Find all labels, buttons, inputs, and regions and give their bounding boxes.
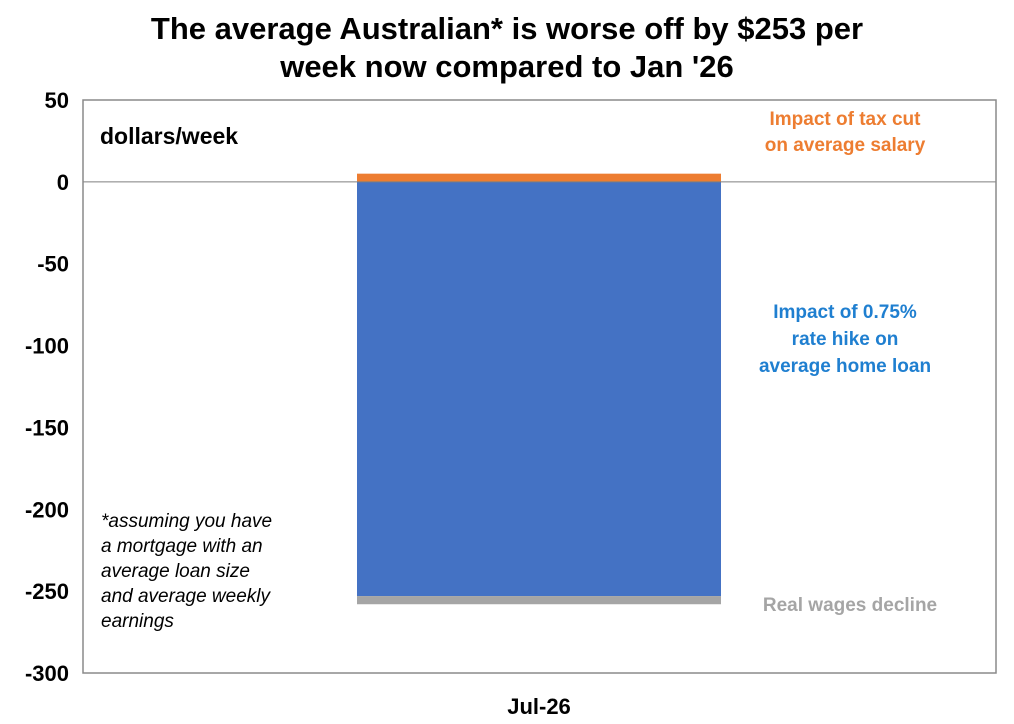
series-label-line: on average salary bbox=[765, 135, 926, 156]
chart-title-line-1: The average Australian* is worse off by … bbox=[150, 11, 864, 46]
plot-frame bbox=[82, 99, 997, 674]
y-tick-label: -100 bbox=[25, 334, 69, 359]
bar-segment-1 bbox=[357, 173, 721, 182]
y-tick-label: -250 bbox=[25, 579, 69, 604]
y-tick-label: 0 bbox=[57, 170, 69, 195]
bar-segments bbox=[357, 173, 721, 605]
series-label-line: Real wages decline bbox=[763, 595, 937, 616]
footnote-text: *assuming you have a mortgage with an aver… bbox=[101, 511, 272, 632]
chart-title-line-2: week now compared to Jan '26 bbox=[280, 49, 734, 84]
series-label-line: rate hike on bbox=[792, 329, 899, 350]
footnote-line: earnings bbox=[101, 611, 174, 632]
y-tick-label: -150 bbox=[25, 415, 69, 440]
y-tick-label: 50 bbox=[45, 88, 69, 113]
series-labels: Impact of tax cut on average salaryImpact… bbox=[759, 109, 937, 616]
series-label-1: Impact of tax cut on average salary bbox=[765, 109, 926, 156]
bar-segment-3 bbox=[357, 596, 721, 605]
footnote-line: *assuming you have bbox=[101, 511, 272, 532]
unit-label: dollars/week bbox=[100, 123, 238, 149]
y-tick-label: -300 bbox=[25, 661, 69, 686]
series-label-line: average home loan bbox=[759, 356, 931, 377]
y-tick-label: -50 bbox=[37, 252, 69, 277]
series-label-line: Impact of tax cut bbox=[770, 109, 922, 130]
chart-title: The average Australian* is worse off by … bbox=[0, 10, 1014, 86]
x-axis-categories: Jul-26 bbox=[507, 694, 571, 719]
footnote-line: a mortgage with an bbox=[101, 536, 263, 557]
footnote-line: and average weekly bbox=[101, 586, 271, 607]
series-label-3: Real wages decline bbox=[763, 595, 937, 616]
footnote: *assuming you have a mortgage with an aver… bbox=[101, 511, 272, 632]
series-label-2: Impact of 0.75% rate hike on average home … bbox=[759, 302, 931, 377]
series-label-line: Impact of 0.75% bbox=[773, 302, 917, 323]
y-axis-ticks: 50 0 -50 -100 -150 -200 -250 -300 bbox=[25, 88, 69, 686]
y-tick-label: -200 bbox=[25, 497, 69, 522]
x-category-label: Jul-26 bbox=[507, 694, 571, 719]
bar-segment-2 bbox=[357, 181, 721, 597]
footnote-line: average loan size bbox=[101, 561, 250, 582]
